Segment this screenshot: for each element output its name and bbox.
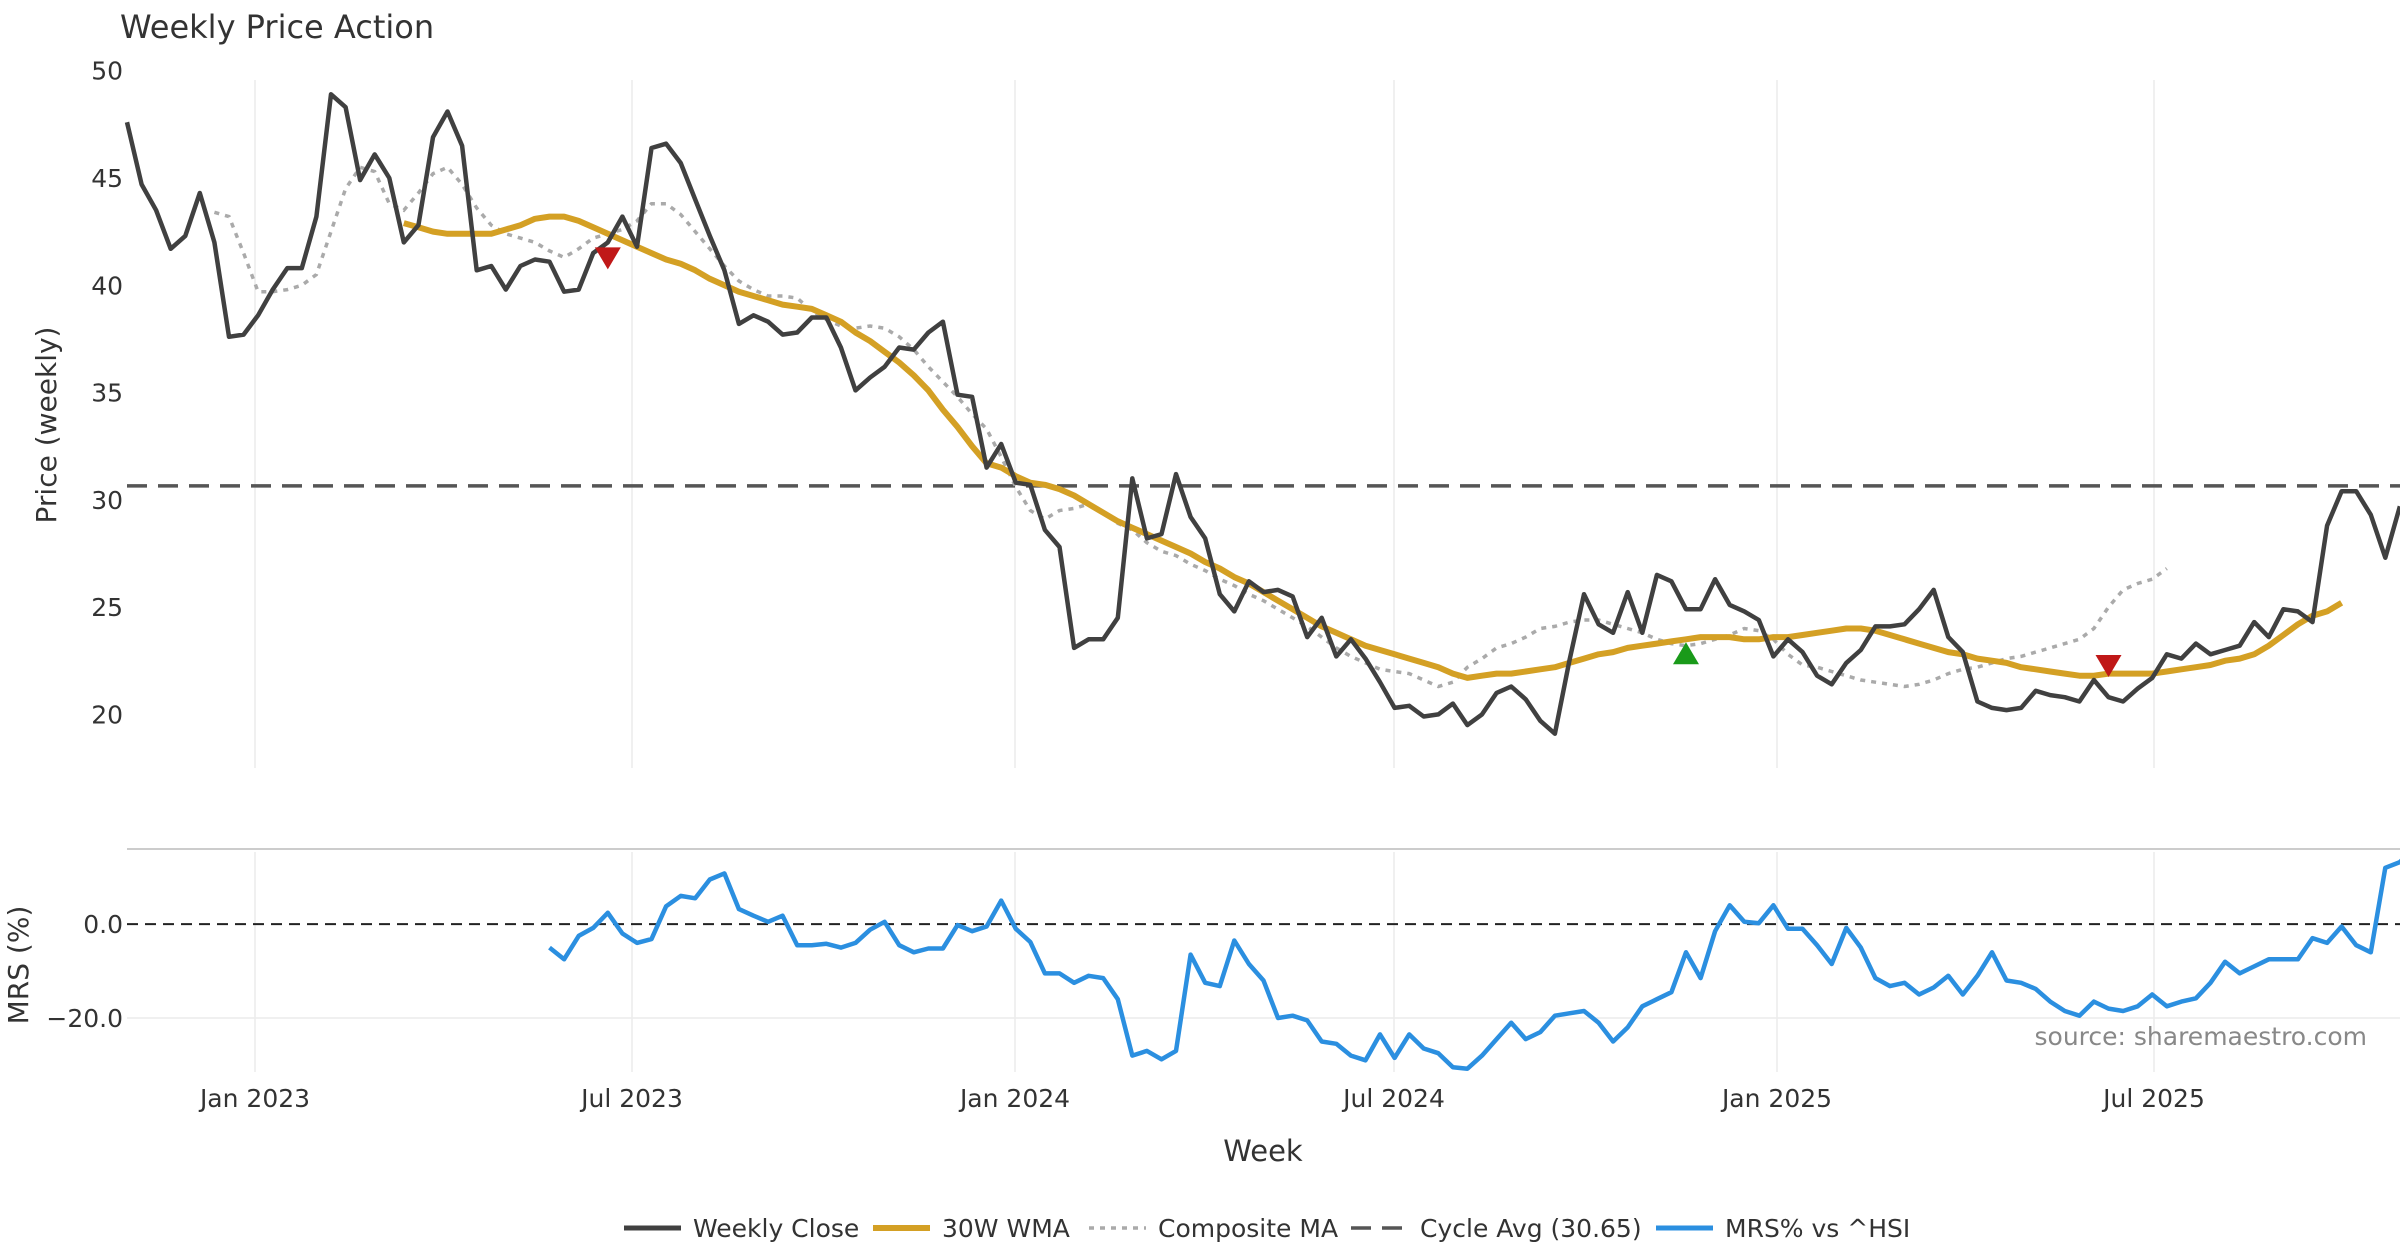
buy-signal-marker-1 bbox=[1672, 642, 1699, 665]
legend-label-1: 30W WMA bbox=[942, 1214, 1070, 1243]
x-axis-label: Week bbox=[1223, 1134, 1303, 1168]
legend-label-3: Cycle Avg (30.65) bbox=[1420, 1214, 1642, 1243]
sell-signal-marker-2 bbox=[2095, 655, 2122, 678]
legend-label-4: MRS% vs ^HSI bbox=[1725, 1214, 1910, 1243]
x-tick: Jan 2025 bbox=[1720, 1084, 1832, 1113]
chart-title: Weekly Price Action bbox=[120, 8, 434, 46]
signal-markers bbox=[594, 247, 2122, 678]
price-y-tick: 20 bbox=[91, 700, 123, 729]
sell-signal-marker-0 bbox=[594, 247, 621, 270]
x-tick: Jul 2025 bbox=[2101, 1084, 2205, 1113]
wma-30w-line bbox=[402, 213, 2344, 681]
source-note: source: sharemaestro.com bbox=[2035, 1022, 2368, 1051]
legend-label-2: Composite MA bbox=[1158, 1214, 1338, 1243]
x-tick: Jan 2024 bbox=[958, 1084, 1070, 1113]
price-y-tick: 40 bbox=[91, 271, 123, 300]
x-tick: Jul 2023 bbox=[579, 1084, 683, 1113]
price-gridlines bbox=[254, 80, 2155, 768]
price-y-tick: 25 bbox=[91, 593, 123, 622]
mrs-y-tick: −20.0 bbox=[46, 1004, 123, 1033]
x-tick: Jul 2024 bbox=[1341, 1084, 1445, 1113]
price-y-tick: 50 bbox=[91, 57, 123, 86]
mrs-y-tick: 0.0 bbox=[83, 910, 123, 939]
price-y-tick: 30 bbox=[91, 486, 123, 515]
x-tick-labels: Jan 2023 Jul 2023 Jan 2024 Jul 2024 Jan 2025… bbox=[198, 1084, 2205, 1113]
x-tick: Jan 2023 bbox=[198, 1084, 310, 1113]
legend-label-0: Weekly Close bbox=[693, 1214, 859, 1243]
price-y-tick: 45 bbox=[91, 164, 123, 193]
mrs-line bbox=[548, 858, 2400, 1071]
price-y-tick-labels: 20 25 30 35 40 45 50 bbox=[91, 57, 123, 730]
mrs-gridlines bbox=[127, 852, 2400, 1072]
price-y-axis-label: Price (weekly) bbox=[30, 327, 63, 524]
price-y-tick: 35 bbox=[91, 379, 123, 408]
legend: Weekly Close 30W WMA Composite MA Cycle Avg… bbox=[624, 1214, 1910, 1243]
composite-ma-line bbox=[213, 165, 2168, 689]
mrs-y-axis-label: MRS (%) bbox=[2, 906, 35, 1025]
weekly-close-line bbox=[124, 92, 2400, 736]
mrs-y-tick-labels: 0.0 −20.0 bbox=[46, 910, 123, 1033]
